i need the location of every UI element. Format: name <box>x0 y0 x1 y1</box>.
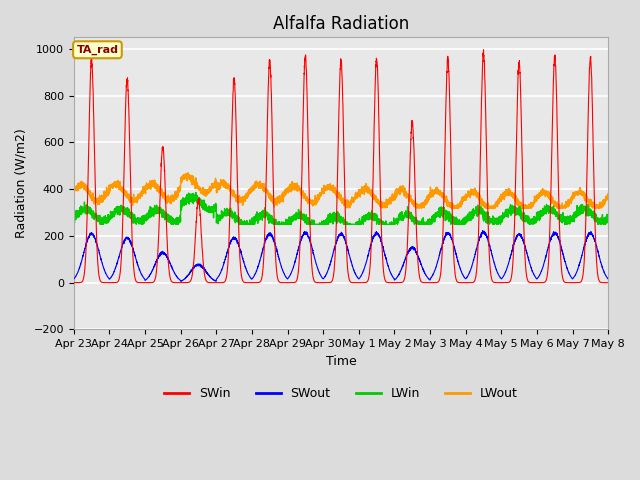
Legend: SWin, SWout, LWin, LWout: SWin, SWout, LWin, LWout <box>159 382 523 405</box>
Text: TA_rad: TA_rad <box>76 45 118 55</box>
Title: Alfalfa Radiation: Alfalfa Radiation <box>273 15 409 33</box>
Y-axis label: Radiation (W/m2): Radiation (W/m2) <box>15 129 28 238</box>
X-axis label: Time: Time <box>326 355 356 368</box>
